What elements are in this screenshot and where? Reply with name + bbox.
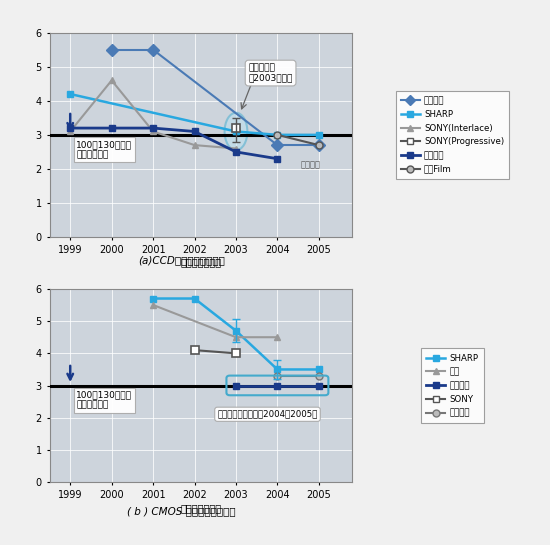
Text: 100～130萬畫素
是手機的上限: 100～130萬畫素 是手機的上限 <box>76 140 133 159</box>
Text: (a)CCD取像元件技術動向: (a)CCD取像元件技術動向 <box>138 255 225 265</box>
Text: （商品化時期）: （商品化時期） <box>180 504 221 513</box>
Text: ( b ) CMOS 取像元件技術動向: ( b ) CMOS 取像元件技術動向 <box>127 506 236 516</box>
Legend: 三洋電機, SHARP, SONY(Interlace), SONY(Progressive), 松下電器, 富士Film: 三洋電機, SHARP, SONY(Interlace), SONY(Progr… <box>395 91 509 179</box>
Text: （商品化時期）: （商品化時期） <box>180 258 221 268</box>
Legend: SHARP, 東苝, 松下電器, SONY, 三蒱電機: SHARP, 東苝, 松下電器, SONY, 三蒱電機 <box>421 348 483 423</box>
Text: 三洋電機: 三洋電機 <box>300 160 320 169</box>
Text: 100～130萬畫素
是手機的上限: 100～130萬畫素 是手機的上限 <box>76 390 133 410</box>
Text: 各公司可望
在2003年達成: 各公司可望 在2003年達成 <box>249 63 293 83</box>
Ellipse shape <box>224 113 248 150</box>
Text: 部分廠商除外，順圴2004～2005年: 部分廠商除外，順圴2004～2005年 <box>217 410 318 419</box>
